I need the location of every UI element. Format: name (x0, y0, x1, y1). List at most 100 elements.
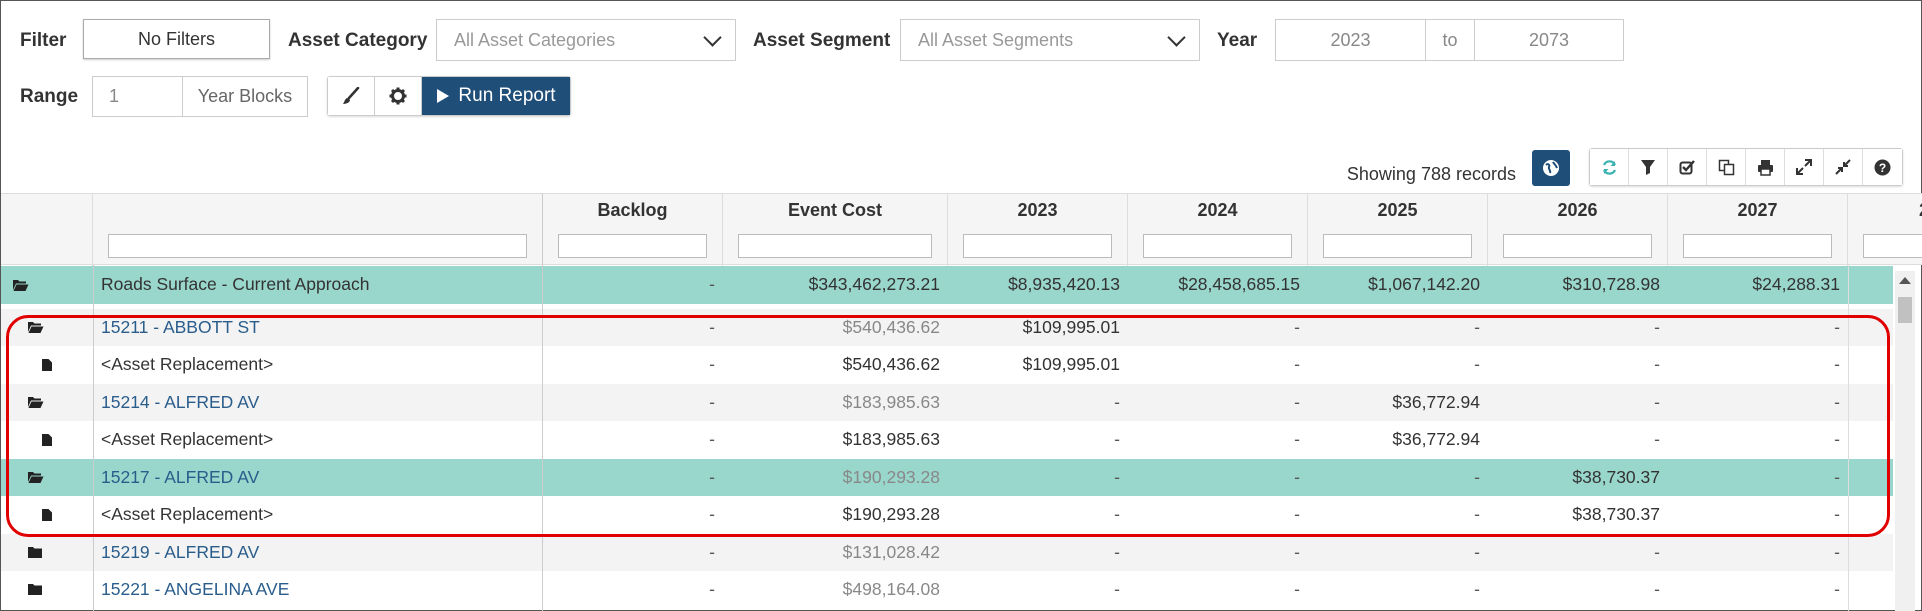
filter-value: No Filters (137, 28, 215, 49)
collapse-button[interactable] (1824, 149, 1863, 185)
header-2027[interactable]: 2027 (1668, 194, 1848, 266)
folder-open-icon[interactable] (10, 266, 30, 304)
header-label: Event Cost (787, 200, 883, 220)
run-report-button[interactable]: Run Report (422, 77, 570, 115)
event-row[interactable]: <Asset Replacement> - $540,436.62 $109,995.… (1, 346, 1893, 384)
expand-button[interactable] (1785, 149, 1824, 185)
cell-y2025: - (1474, 354, 1480, 375)
asset-segment-select[interactable]: All Asset Segments (900, 19, 1200, 61)
event-row[interactable]: <Asset Replacement> - $183,985.63 - - $36,772… (1, 421, 1893, 459)
cell-y2027: - (1834, 354, 1840, 375)
column-filter-input[interactable] (1143, 234, 1292, 258)
cell-y2027: - (1834, 429, 1840, 450)
header-2026[interactable]: 2026 (1488, 194, 1668, 266)
row-name[interactable]: 15217 - ALFRED AV (101, 466, 260, 487)
asset-segment-placeholder: All Asset Segments (918, 29, 1074, 50)
play-icon (437, 89, 450, 103)
cell-y2026: - (1654, 579, 1660, 600)
range-input[interactable]: 1 (92, 76, 183, 117)
row-name: <Asset Replacement> (101, 354, 274, 375)
filter-toggle-button[interactable] (1629, 149, 1668, 185)
column-filter-input[interactable] (738, 234, 932, 258)
range-unit: Year Blocks (182, 76, 308, 117)
cell-y2025: $36,772.94 (1392, 429, 1480, 450)
cell-y2027: $24,288.31 (1752, 274, 1840, 295)
cell-y2024: - (1294, 541, 1300, 562)
folder-closed-icon[interactable] (25, 534, 45, 572)
row-name[interactable]: 15221 - ANGELINA AVE (101, 579, 290, 600)
header-backlog[interactable]: Backlog (543, 194, 723, 266)
folder-closed-icon[interactable] (25, 571, 45, 609)
table-row[interactable]: 15219 - ALFRED AV - $131,028.42 - - - - - (1, 533, 1893, 572)
refresh-button[interactable] (1590, 149, 1629, 185)
cell-y2023: - (1114, 429, 1120, 450)
header-2024[interactable]: 2024 (1128, 194, 1308, 266)
asset-category-select[interactable]: All Asset Categories (436, 19, 736, 61)
cell-event-cost: $183,985.63 (842, 429, 940, 450)
range-label: Range (20, 86, 79, 107)
brush-button[interactable] (328, 77, 375, 115)
cell-y2027: - (1834, 391, 1840, 412)
header-icon-column (1, 194, 93, 266)
table-row[interactable]: 15214 - ALFRED AV - $183,985.63 - - $36,772.9… (1, 383, 1893, 422)
header-label: 2025 (1377, 200, 1418, 220)
file-icon (37, 421, 57, 459)
scroll-thumb[interactable] (1898, 297, 1912, 323)
range-value: 1 (109, 86, 120, 106)
asset-category-placeholder: All Asset Categories (454, 29, 616, 50)
copy-button[interactable] (1707, 149, 1746, 185)
column-filter-input[interactable] (1323, 234, 1472, 258)
header-label: 2 (1848, 200, 1922, 221)
year-to-input[interactable]: 2073 (1474, 19, 1624, 61)
select-all-button[interactable] (1668, 149, 1707, 185)
help-icon: ? (1874, 159, 1891, 175)
column-filter-input[interactable] (558, 234, 707, 258)
gear-icon (389, 87, 407, 105)
header-2023[interactable]: 2023 (948, 194, 1128, 266)
header-2028-partial[interactable]: 2 (1848, 194, 1922, 266)
vertical-scrollbar[interactable] (1895, 271, 1915, 611)
column-filter-input[interactable] (1503, 234, 1652, 258)
header-2025[interactable]: 2025 (1308, 194, 1488, 266)
cell-y2023: $109,995.01 (1022, 354, 1120, 375)
table-row[interactable]: 15211 - ABBOTT ST - $540,436.62 $109,995.01… (1, 308, 1893, 347)
row-name[interactable]: 15211 - ABBOTT ST (101, 316, 260, 337)
asset-segment-label: Asset Segment (753, 30, 891, 51)
column-filter-input[interactable] (963, 234, 1112, 258)
cell-backlog: - (709, 354, 715, 375)
cell-y2026: $310,728.98 (1562, 274, 1660, 295)
year-to-separator: to (1425, 19, 1475, 61)
table-row[interactable]: 15221 - ANGELINA AVE - $498,164.08 - - - - - (1, 571, 1893, 609)
header-event-cost[interactable]: Event Cost (723, 194, 948, 266)
name-filter-input[interactable] (108, 234, 527, 258)
cell-y2026: $38,730.37 (1572, 466, 1660, 487)
cell-y2023: - (1114, 541, 1120, 562)
globe-button[interactable] (1532, 150, 1570, 186)
copy-icon (1718, 159, 1734, 175)
cell-event-cost: $540,436.62 (842, 316, 940, 337)
scroll-up-arrow-icon[interactable] (1899, 277, 1911, 284)
cell-backlog: - (709, 274, 715, 295)
settings-button[interactable] (375, 77, 422, 115)
row-name[interactable]: 15219 - ALFRED AV (101, 541, 260, 562)
folder-open-icon[interactable] (25, 459, 45, 497)
event-row[interactable]: <Asset Replacement> - $190,293.28 - - - $38,73… (1, 496, 1893, 534)
table-row[interactable]: 15217 - ALFRED AV - $190,293.28 - - - $38,730.… (1, 458, 1893, 497)
folder-open-icon[interactable] (25, 384, 45, 422)
column-filter-input[interactable] (1683, 234, 1832, 258)
group-row[interactable]: Roads Surface - Current Approach - $343,46… (1, 266, 1893, 304)
column-divider (93, 265, 94, 611)
cell-y2024: - (1294, 391, 1300, 412)
asset-category-label: Asset Category (288, 30, 428, 51)
filter-button[interactable]: No Filters (83, 19, 270, 59)
folder-open-icon[interactable] (25, 309, 45, 347)
header-name-column (93, 194, 543, 266)
cell-event-cost: $183,985.63 (842, 391, 940, 412)
row-name[interactable]: 15214 - ALFRED AV (101, 391, 260, 412)
cell-y2027: - (1834, 504, 1840, 525)
column-filter-input[interactable] (1863, 234, 1922, 258)
help-button[interactable]: ? (1863, 149, 1902, 185)
print-button[interactable] (1746, 149, 1785, 185)
year-from-input[interactable]: 2023 (1275, 19, 1426, 61)
cell-y2024: - (1294, 466, 1300, 487)
